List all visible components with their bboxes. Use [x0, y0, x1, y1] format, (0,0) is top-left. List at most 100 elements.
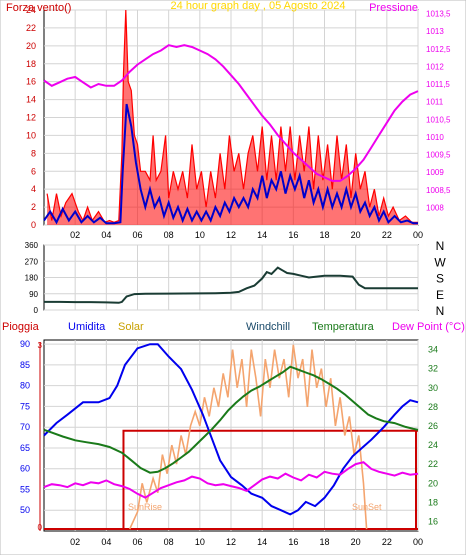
wind-tick-label: 18 — [26, 59, 36, 69]
humidity-tick-label: 80 — [20, 381, 30, 391]
pressure-tick-label: 1010,5 — [426, 115, 451, 124]
time-tick-label: 00 — [413, 230, 423, 240]
wind-average-line — [43, 103, 418, 225]
wind-tick-label: 14 — [26, 95, 36, 105]
compass-label: S — [436, 272, 444, 286]
time-tick-label: 04 — [101, 230, 111, 240]
humidity-tick-label: 55 — [20, 484, 30, 494]
time-tick-label: 04 — [101, 537, 111, 547]
wind-direction-series — [44, 266, 418, 304]
compass-label: W — [434, 255, 446, 269]
time-tick-label: 06 — [132, 230, 142, 240]
direction-tick-label: 90 — [29, 290, 38, 299]
time-tick-label: 12 — [226, 537, 236, 547]
wind-tick-label: 2 — [31, 202, 36, 212]
pressure-tick-label: 1011,5 — [426, 80, 450, 89]
temperature-tick-label: 16 — [428, 516, 438, 526]
humidity-axis: 50556065707580859003 — [20, 339, 43, 532]
rain-label: Pioggia — [2, 321, 40, 333]
direction-tick-label: 0 — [34, 306, 39, 315]
humidity-temperature-series — [43, 343, 419, 530]
time-tick-label: 22 — [382, 230, 392, 240]
time-tick-label: 14 — [257, 230, 267, 240]
humidity-line — [43, 343, 419, 516]
humidity-tick-label: 85 — [20, 360, 30, 370]
wind-tick-label: 20 — [26, 41, 36, 51]
daylight-box — [122, 429, 418, 529]
wind-axis-label: Forza vento() — [6, 2, 71, 14]
wind-tick-label: 16 — [26, 77, 36, 87]
time-tick-label: 06 — [132, 537, 142, 547]
time-tick-label: 16 — [288, 537, 298, 547]
time-tick-label: 02 — [70, 230, 80, 240]
sunset-label: SunSet — [352, 502, 382, 512]
time-tick-label: 18 — [319, 537, 329, 547]
windchill-label: Windchill — [246, 321, 290, 333]
time-tick-label: 12 — [226, 230, 236, 240]
temperature-line — [43, 365, 419, 474]
humidity-tick-label: 65 — [20, 443, 30, 453]
wind-tick-label: 0 — [31, 220, 36, 230]
dewpoint-line — [43, 461, 419, 499]
temperature-tick-label: 20 — [428, 478, 438, 488]
time-tick-label: 10 — [195, 230, 205, 240]
temperature-tick-label: 18 — [428, 497, 438, 507]
humidity-tick-label: 90 — [20, 339, 30, 349]
pressure-axis: 1008 1008,5 1009 1009,5 1010 1010,5 1011 1011,5… — [426, 10, 451, 213]
pressure-line — [43, 44, 419, 182]
temperature-label: Temperatura — [312, 321, 375, 333]
pressure-axis-label: Pressione — [369, 2, 418, 14]
direction-degree-axis: 0 90 180 270 360 — [25, 241, 39, 315]
wind-direction-line — [44, 266, 418, 304]
temperature-tick-label: 28 — [428, 402, 438, 412]
pressure-tick-label: 1013,5 — [426, 10, 451, 19]
humidity-label: Umidita — [68, 321, 106, 333]
wind-tick-label: 24 — [26, 5, 36, 15]
pressure-tick-label: 1013 — [426, 27, 444, 36]
time-tick-label: 02 — [70, 537, 80, 547]
direction-tick-label: 360 — [25, 241, 39, 250]
pressure-tick-label: 1008,5 — [426, 186, 451, 195]
time-tick-label: 18 — [319, 230, 329, 240]
pressure-tick-label: 1008 — [426, 203, 444, 212]
pressure-tick-label: 1012 — [426, 62, 444, 71]
wind-tick-label: 6 — [31, 166, 36, 176]
temperature-tick-label: 24 — [428, 440, 438, 450]
temperature-axis: 16 18 20 22 24 26 28 30 32 34 — [428, 345, 438, 527]
time-tick-label: 22 — [382, 537, 392, 547]
time-axis-bottom: 02 04 06 08 10 12 14 16 18 20 22 00 — [70, 537, 423, 547]
wind-pressure-series — [43, 9, 419, 225]
pressure-tick-label: 1012,5 — [426, 45, 451, 54]
wind-tick-label: 8 — [31, 148, 36, 158]
humidity-tick-label: 75 — [20, 401, 30, 411]
compass-label: N — [436, 304, 445, 318]
wind-tick-label: 10 — [26, 130, 36, 140]
time-tick-label: 20 — [351, 230, 361, 240]
sunrise-label: SunRise — [128, 502, 162, 512]
time-tick-label: 14 — [257, 537, 267, 547]
wind-tick-label: 4 — [31, 184, 36, 194]
temperature-tick-label: 22 — [428, 459, 438, 469]
solar-line — [128, 344, 368, 530]
humidity-tick-label: 70 — [20, 422, 30, 432]
wind-tick-label: 22 — [26, 23, 36, 33]
pressure-tick-label: 1010 — [426, 133, 444, 142]
chart-title: 24 hour graph day , 05 Agosto 2024 — [171, 0, 346, 12]
time-tick-label: 16 — [288, 230, 298, 240]
temperature-tick-label: 34 — [428, 345, 438, 355]
direction-tick-label: 180 — [25, 274, 39, 283]
temperature-tick-label: 30 — [428, 383, 438, 393]
time-tick-label: 08 — [164, 230, 174, 240]
time-axis-top: 02 04 06 08 10 12 14 16 18 20 22 00 — [70, 230, 423, 240]
pressure-tick-label: 1009 — [426, 168, 444, 177]
gust-line — [46, 9, 418, 224]
temperature-tick-label: 26 — [428, 421, 438, 431]
solar-label: Solar — [118, 321, 144, 333]
pressure-tick-label: 1009,5 — [426, 151, 451, 160]
direction-tick-label: 270 — [25, 257, 39, 266]
time-tick-label: 00 — [413, 537, 423, 547]
wind-tick-label: 12 — [26, 113, 36, 123]
